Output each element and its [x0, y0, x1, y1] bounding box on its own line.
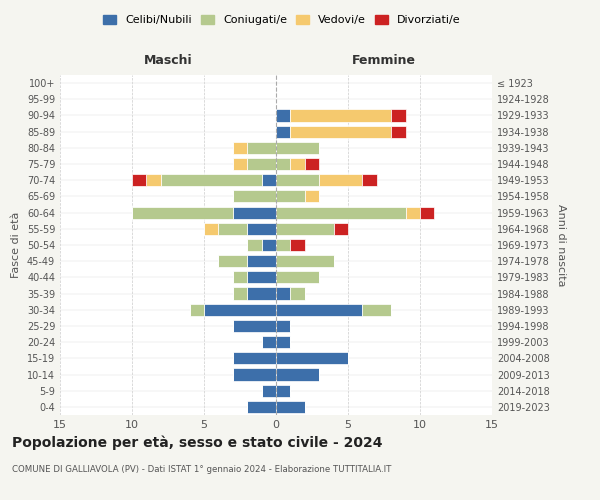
Y-axis label: Anni di nascita: Anni di nascita — [556, 204, 566, 286]
Bar — [262, 384, 276, 397]
Y-axis label: Fasce di età: Fasce di età — [11, 212, 21, 278]
Bar — [276, 304, 362, 316]
Bar — [247, 222, 276, 235]
Bar — [233, 190, 276, 202]
Bar — [233, 142, 247, 154]
Bar — [132, 174, 146, 186]
Bar — [276, 126, 290, 138]
Legend: Celibi/Nubili, Coniugati/e, Vedovi/e, Divorziati/e: Celibi/Nubili, Coniugati/e, Vedovi/e, Di… — [99, 10, 465, 30]
Bar — [362, 174, 377, 186]
Bar — [161, 174, 262, 186]
Bar — [276, 336, 290, 348]
Bar — [276, 384, 290, 397]
Bar — [420, 206, 434, 218]
Bar — [218, 255, 247, 268]
Bar — [276, 401, 305, 413]
Bar — [247, 239, 262, 251]
Bar — [247, 288, 276, 300]
Bar — [262, 336, 276, 348]
Bar — [276, 288, 290, 300]
Bar — [290, 288, 305, 300]
Bar — [290, 126, 391, 138]
Bar — [290, 239, 305, 251]
Bar — [146, 174, 161, 186]
Bar — [233, 158, 247, 170]
Bar — [334, 222, 348, 235]
Bar — [276, 368, 319, 380]
Bar — [247, 158, 276, 170]
Bar — [262, 239, 276, 251]
Bar — [276, 190, 305, 202]
Bar — [276, 272, 319, 283]
Bar — [276, 255, 334, 268]
Bar — [204, 222, 218, 235]
Bar — [190, 304, 204, 316]
Bar — [233, 320, 276, 332]
Bar — [262, 174, 276, 186]
Bar — [276, 320, 290, 332]
Bar — [276, 239, 290, 251]
Bar — [233, 272, 247, 283]
Text: COMUNE DI GALLIAVOLA (PV) - Dati ISTAT 1° gennaio 2024 - Elaborazione TUTTITALIA: COMUNE DI GALLIAVOLA (PV) - Dati ISTAT 1… — [12, 465, 391, 474]
Bar — [391, 110, 406, 122]
Bar — [276, 110, 290, 122]
Bar — [391, 126, 406, 138]
Bar — [233, 352, 276, 364]
Bar — [233, 288, 247, 300]
Bar — [276, 158, 290, 170]
Bar — [290, 158, 305, 170]
Bar — [247, 255, 276, 268]
Bar — [218, 222, 247, 235]
Bar — [406, 206, 420, 218]
Bar — [276, 174, 319, 186]
Text: Maschi: Maschi — [143, 54, 193, 68]
Bar — [276, 352, 348, 364]
Bar — [247, 272, 276, 283]
Bar — [204, 304, 276, 316]
Bar — [305, 190, 319, 202]
Text: Popolazione per età, sesso e stato civile - 2024: Popolazione per età, sesso e stato civil… — [12, 435, 383, 450]
Bar — [362, 304, 391, 316]
Bar — [247, 401, 276, 413]
Bar — [233, 206, 276, 218]
Text: Femmine: Femmine — [352, 54, 416, 68]
Bar — [233, 368, 276, 380]
Bar — [276, 222, 334, 235]
Bar — [276, 206, 406, 218]
Bar — [319, 174, 362, 186]
Bar — [305, 158, 319, 170]
Bar — [132, 206, 233, 218]
Bar — [247, 142, 276, 154]
Bar — [276, 142, 319, 154]
Bar — [290, 110, 391, 122]
